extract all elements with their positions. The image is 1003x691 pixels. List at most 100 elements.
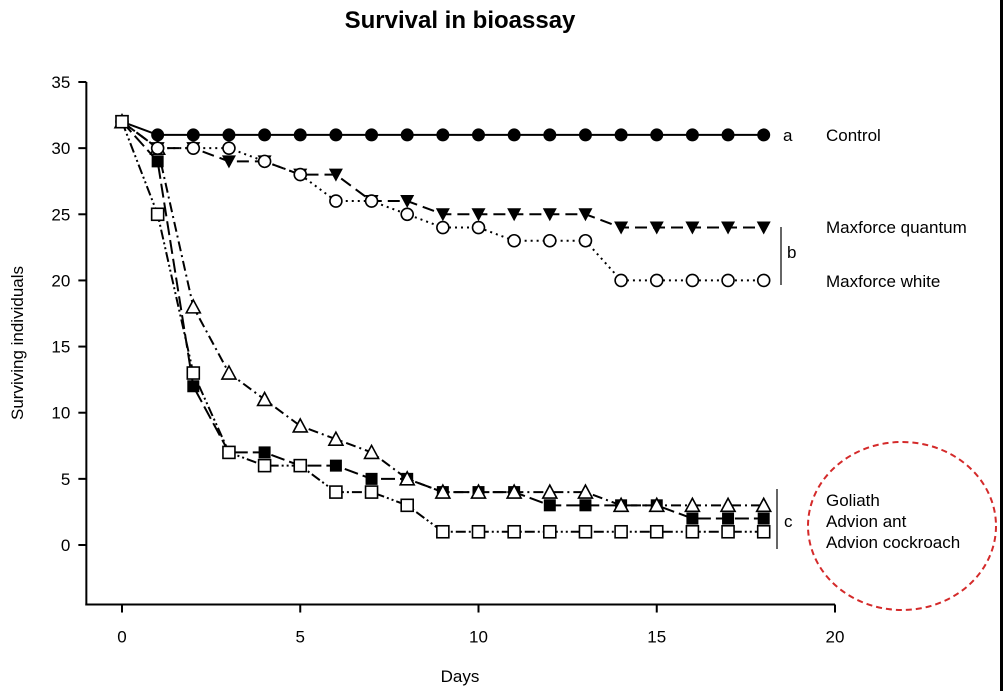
series-line-advion-ant xyxy=(121,121,764,520)
y-axis-label: Surviving individuals xyxy=(8,266,27,420)
marker-goliath xyxy=(648,496,666,513)
marker-goliath xyxy=(434,483,452,499)
marker-goliath xyxy=(612,496,630,513)
series-markers xyxy=(113,112,773,539)
marker-advion-cockroach xyxy=(614,524,628,539)
marker-advion-ant xyxy=(329,459,342,472)
label-maxforce-white: Maxforce white xyxy=(826,272,940,291)
annotations: a b c Control Maxforce quantum Maxforce … xyxy=(776,126,997,611)
marker-advion-cockroach xyxy=(186,366,201,380)
marker-control xyxy=(578,128,592,142)
marker-advion-ant xyxy=(757,512,770,525)
marker-goliath xyxy=(577,483,594,499)
marker-maxforce-quantum xyxy=(542,208,557,222)
marker-maxforce-white xyxy=(293,167,308,182)
y-tick-label: 35 xyxy=(51,73,70,92)
marker-maxforce-white xyxy=(471,220,486,235)
label-goliath: Goliath xyxy=(826,491,880,510)
marker-maxforce-white xyxy=(186,141,201,155)
marker-advion-cockroach xyxy=(685,524,700,539)
marker-maxforce-quantum xyxy=(328,168,343,182)
marker-maxforce-quantum xyxy=(221,155,236,169)
label-advion-ant: Advion ant xyxy=(826,512,907,531)
marker-goliath xyxy=(291,417,309,433)
chart-title: Survival in bioassay xyxy=(345,7,576,34)
label-maxforce-quantum: Maxforce quantum xyxy=(826,218,967,237)
marker-advion-cockroach xyxy=(507,524,521,539)
marker-maxforce-quantum xyxy=(685,221,700,235)
marker-maxforce-quantum xyxy=(435,208,450,222)
marker-goliath xyxy=(684,496,701,513)
marker-advion-cockroach xyxy=(329,485,343,499)
marker-control xyxy=(258,128,272,142)
highlight-ellipse xyxy=(807,441,997,611)
marker-control xyxy=(186,128,200,142)
marker-maxforce-white xyxy=(150,141,165,155)
marker-advion-cockroach xyxy=(578,524,593,539)
marker-goliath xyxy=(327,430,345,446)
marker-goliath xyxy=(719,496,737,513)
marker-maxforce-quantum xyxy=(507,208,522,222)
label-advion-cockroach: Advion cockroach xyxy=(826,533,960,552)
group-letter-c: c xyxy=(784,512,793,531)
marker-maxforce-white xyxy=(400,207,415,222)
marker-maxforce-white xyxy=(329,194,343,208)
marker-control xyxy=(614,128,628,142)
marker-goliath xyxy=(755,496,773,513)
marker-goliath xyxy=(541,483,559,499)
marker-maxforce-quantum xyxy=(471,208,486,222)
marker-maxforce-white xyxy=(364,194,379,208)
marker-maxforce-white xyxy=(756,273,771,288)
label-control: Control xyxy=(826,126,881,145)
group-letter-a: a xyxy=(783,126,793,145)
marker-advion-ant xyxy=(258,446,271,459)
marker-goliath xyxy=(470,483,487,499)
marker-maxforce-quantum xyxy=(400,195,415,209)
marker-maxforce-white xyxy=(507,233,521,248)
x-axis-label: Days xyxy=(441,667,480,686)
marker-goliath xyxy=(505,483,523,499)
marker-control xyxy=(472,128,485,142)
marker-control xyxy=(650,128,664,142)
marker-goliath xyxy=(363,443,380,460)
marker-maxforce-white xyxy=(578,233,593,248)
marker-maxforce-white xyxy=(436,220,450,235)
marker-advion-cockroach xyxy=(222,445,236,460)
marker-advion-cockroach xyxy=(471,524,486,539)
x-tick-label: 5 xyxy=(296,628,305,647)
marker-maxforce-quantum xyxy=(756,221,771,235)
right-border xyxy=(1000,0,1003,691)
marker-advion-ant xyxy=(187,380,200,393)
marker-advion-cockroach xyxy=(436,524,450,539)
x-tick-label: 20 xyxy=(826,628,845,647)
marker-control xyxy=(721,128,735,142)
marker-maxforce-white xyxy=(685,273,700,288)
marker-maxforce-quantum xyxy=(721,221,736,235)
marker-maxforce-white xyxy=(614,273,628,288)
marker-maxforce-white xyxy=(222,141,236,155)
x-tick-label: 0 xyxy=(117,628,126,647)
marker-goliath xyxy=(220,364,238,380)
y-tick-label: 20 xyxy=(51,271,70,290)
series-line-goliath xyxy=(121,120,764,507)
marker-advion-ant xyxy=(686,512,699,525)
y-tick-label: 30 xyxy=(51,139,70,158)
axes: 0 5 10 15 20 25 30 35 0 5 10 15 20 xyxy=(51,73,844,647)
y-tick-label: 0 xyxy=(61,536,70,555)
marker-advion-cockroach xyxy=(721,524,735,539)
marker-control xyxy=(222,128,236,142)
marker-advion-cockroach xyxy=(649,524,664,539)
marker-maxforce-white xyxy=(649,273,664,288)
marker-advion-cockroach xyxy=(756,524,771,539)
marker-advion-cockroach xyxy=(115,114,129,129)
marker-advion-cockroach xyxy=(542,524,557,539)
marker-goliath xyxy=(256,390,273,407)
marker-advion-cockroach xyxy=(150,207,165,222)
marker-advion-ant xyxy=(579,499,592,512)
marker-goliath xyxy=(184,298,202,314)
series-lines xyxy=(121,120,764,533)
marker-advion-ant xyxy=(722,512,735,525)
y-tick-label: 10 xyxy=(51,404,70,423)
x-tick-label: 15 xyxy=(647,628,666,647)
marker-control xyxy=(329,128,343,142)
